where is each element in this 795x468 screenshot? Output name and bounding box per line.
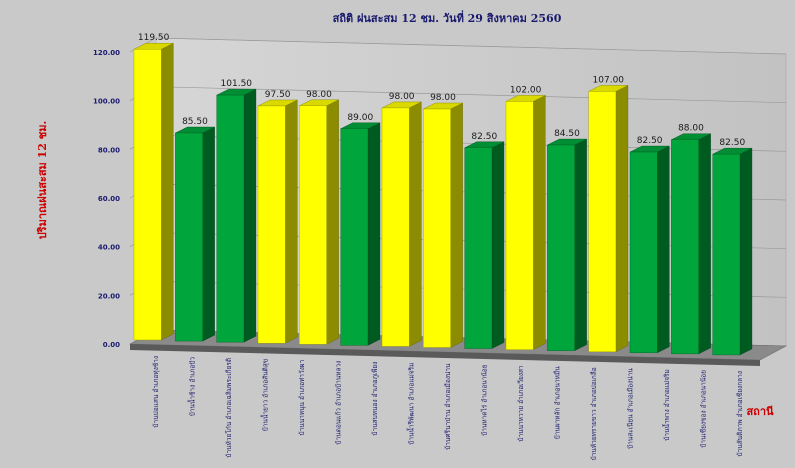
x-tick-label: บ้านบ่อแสน อำเภอทุ่งช้าง	[152, 356, 160, 428]
x-tick-label: บ้านห้วยทรายขาว อำเภอบ่อเกลือ	[590, 367, 598, 460]
bar-side	[739, 147, 753, 356]
bar-side	[243, 88, 257, 343]
bar-data-label: 119.50	[138, 33, 170, 43]
bar-data-label: 85.50	[182, 117, 208, 127]
bar-front	[505, 101, 534, 350]
bar	[340, 122, 381, 346]
bar-data-label: 88.00	[678, 124, 704, 134]
bar-data-label: 98.00	[306, 90, 332, 100]
bar-front	[671, 139, 699, 355]
y-tick-label: 100.00	[93, 98, 120, 106]
bar	[133, 42, 174, 341]
x-tick-label: บ้านนาหนุน อำเภอท่าวังผา	[298, 359, 306, 435]
bar-front	[464, 147, 493, 349]
bar-data-label: 82.50	[637, 136, 663, 146]
bar-side	[533, 95, 546, 350]
y-tick-label: 80.00	[98, 146, 120, 154]
y-tick-label: 0.00	[103, 341, 120, 349]
bar-side	[491, 141, 505, 349]
y-tick-label: 40.00	[98, 244, 120, 252]
bar-front	[299, 105, 327, 345]
bar-front	[588, 91, 617, 352]
bar-side	[657, 145, 670, 354]
bar	[712, 147, 753, 356]
bar-front	[423, 108, 451, 348]
bar-data-label: 101.50	[221, 79, 253, 89]
bar-front	[133, 49, 162, 341]
bar-side	[698, 133, 711, 355]
y-axis-title: ปริมาณฝนสะสม 12 ชม.	[36, 121, 49, 240]
bar	[547, 138, 587, 351]
bar	[423, 102, 463, 348]
bar-side	[574, 138, 587, 351]
y-tick-label: 60.00	[98, 195, 120, 203]
bar	[381, 101, 422, 347]
bar	[257, 99, 298, 344]
x-tick-label: บ้านสะเนียน อำเภอเมืองน่าน	[626, 368, 634, 449]
bar-front	[257, 105, 286, 344]
bar-side	[326, 99, 339, 345]
bar-side	[450, 102, 463, 348]
bar-data-label: 98.00	[389, 92, 415, 102]
x-tick-label: บ้านดอนแก้ว อำเภอบ้านหลวง	[335, 361, 343, 445]
bar-front	[547, 144, 575, 351]
x-tick-label: บ้านสันติภาพ อำเภอเชียงกลาง	[736, 371, 744, 456]
bar-data-label: 107.00	[593, 75, 625, 85]
bar	[216, 88, 257, 343]
bar-side	[285, 99, 298, 344]
bar-data-label: 84.50	[554, 129, 580, 139]
bar-side	[615, 85, 629, 353]
chart-title: สถิติ ฝนสะสม 12 ชม. วันที่ 29 สิงหาคม 25…	[333, 10, 562, 25]
bar-data-label: 102.00	[510, 85, 542, 95]
bar	[299, 99, 339, 345]
bar	[588, 85, 629, 353]
x-tick-label: บ้านห้วยโก๋น อำเภอเฉลิมพระเกียรติ	[225, 358, 233, 458]
x-tick-label: บ้านน้ำพาง อำเภอแม่จริม	[662, 369, 671, 441]
y-tick-label: 120.00	[93, 49, 120, 57]
x-tick-label: บ้านนาหวาย อำเภอเวียงสา	[517, 365, 525, 442]
bar-front	[340, 128, 369, 346]
bar-side	[367, 122, 381, 346]
x-tick-label: บ้านผาหลัก อำเภอนาหมื่น	[552, 366, 561, 440]
bar-front	[629, 151, 658, 354]
x-tick-label: บ้านน้ำยาว อำเภอสันติสุข	[261, 359, 270, 432]
x-tick-label: บ้านเชียงของ อำเภอนาน้อย	[699, 370, 707, 448]
x-axis-title: สถานี	[746, 405, 774, 418]
bar-side	[409, 101, 422, 347]
bar-data-label: 89.00	[347, 113, 373, 123]
bar	[629, 145, 670, 354]
bar-front	[712, 153, 741, 356]
x-tick-label: บ้านหาดไร่ อำเภอนาน้อย	[480, 364, 488, 436]
chart-floor-edge	[130, 344, 760, 366]
bar-front	[216, 94, 245, 343]
bar	[464, 141, 505, 349]
x-tick-label: บ้านน้ำช้าง อำเภอปัว	[188, 357, 197, 417]
bar-front	[381, 107, 410, 347]
bar-side	[202, 126, 215, 342]
x-tick-label: บ้านสบหนอง อำเภอภูเพียง	[371, 362, 379, 436]
x-tick-label: บ้านน้ำรีพัฒนา อำเภอแม่จริม	[407, 363, 416, 445]
x-tick-label: บ้านศรีนาป่าน อำเภอเมืองน่าน	[444, 363, 452, 450]
bar-data-label: 82.50	[719, 138, 745, 148]
bar-data-label: 97.50	[265, 90, 291, 100]
y-tick-label: 20.00	[98, 292, 120, 300]
bar	[175, 126, 215, 342]
bar-data-label: 82.50	[471, 132, 497, 142]
bar-data-label: 98.00	[430, 93, 456, 103]
bar	[505, 95, 546, 350]
bar-side	[161, 42, 174, 341]
bar-front	[175, 132, 203, 342]
bar	[671, 133, 711, 355]
